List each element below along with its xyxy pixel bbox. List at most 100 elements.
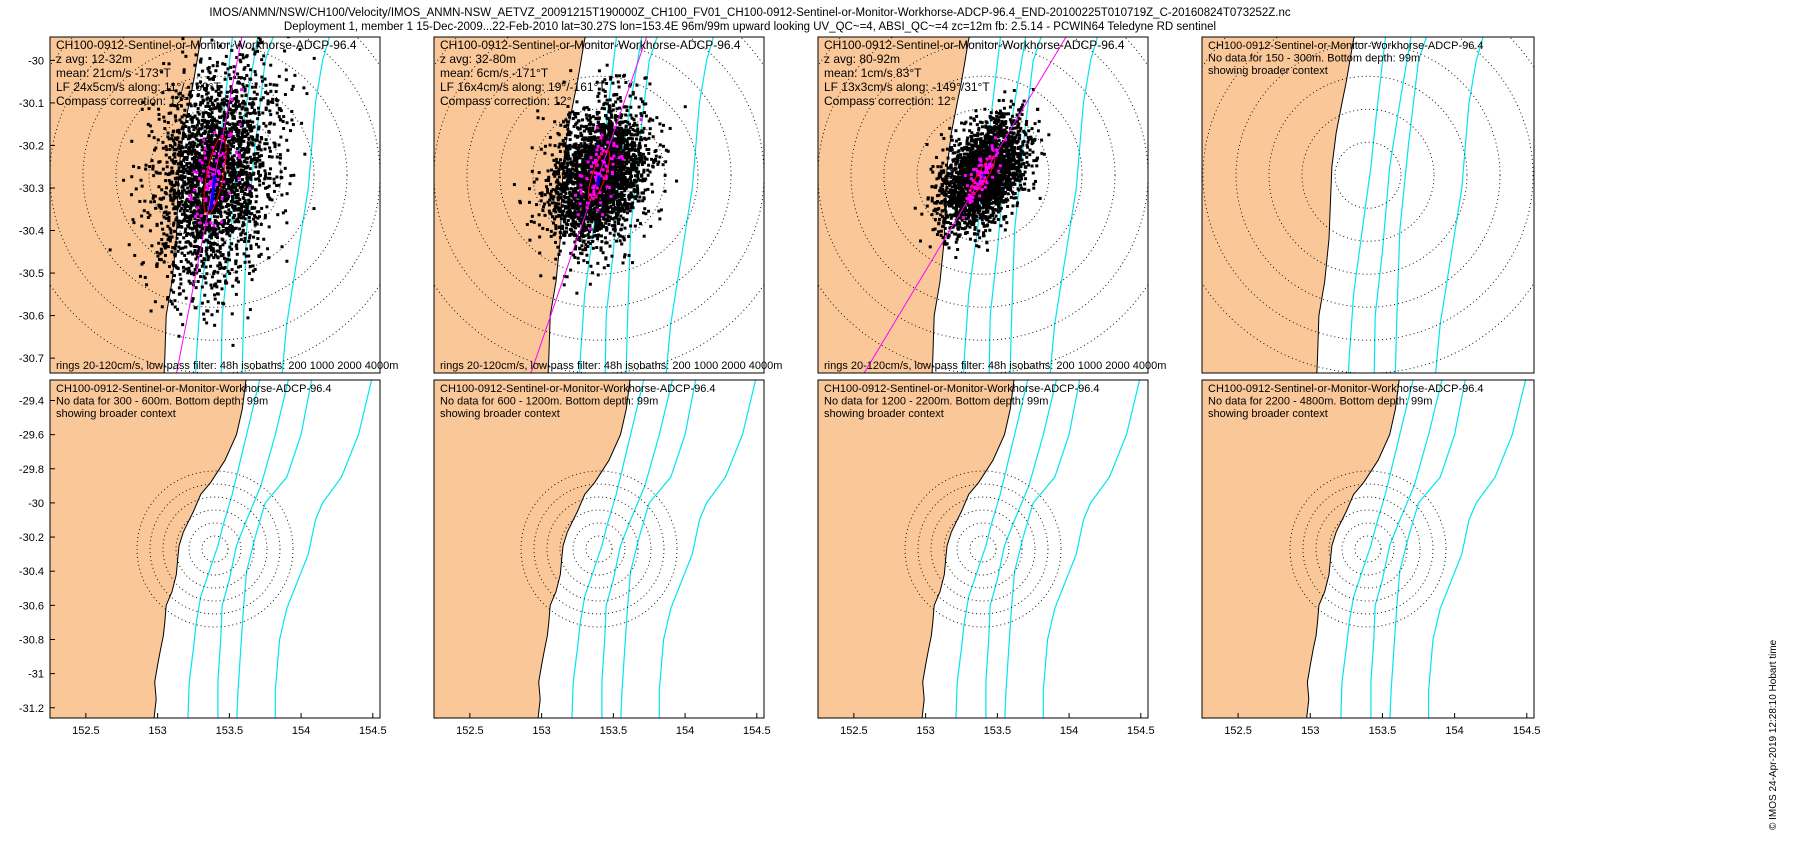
scatter-point bbox=[203, 167, 207, 171]
scatter-point bbox=[221, 128, 225, 132]
scatter-point bbox=[186, 102, 190, 106]
scatter-point bbox=[582, 107, 586, 111]
scatter-point bbox=[164, 216, 168, 220]
scatter-point bbox=[245, 119, 249, 123]
scatter-point bbox=[168, 227, 172, 231]
scatter-point bbox=[108, 248, 112, 252]
scatter-point bbox=[554, 257, 558, 261]
scatter-point bbox=[605, 81, 609, 85]
scatter-point bbox=[241, 228, 245, 232]
scatter-point bbox=[238, 81, 242, 85]
scatter-point bbox=[185, 190, 189, 194]
scatter-point bbox=[178, 200, 182, 204]
scatter-point bbox=[549, 196, 553, 200]
scatter-point bbox=[171, 263, 175, 267]
scatter-point bbox=[240, 204, 244, 208]
scatter-point bbox=[169, 111, 173, 115]
lowpass-point bbox=[221, 139, 225, 143]
scatter-point bbox=[586, 220, 590, 224]
scatter-point bbox=[658, 155, 662, 159]
scatter-point bbox=[205, 126, 209, 130]
scatter-point bbox=[232, 116, 236, 120]
scatter-point bbox=[245, 84, 249, 88]
scatter-point bbox=[194, 53, 198, 57]
scatter-point bbox=[210, 119, 214, 123]
scatter-point bbox=[545, 185, 549, 189]
scatter-point bbox=[198, 225, 202, 229]
panel-top-1: -30-30.1-30.2-30.3-30.4-30.5-30.6-30.7CH… bbox=[19, 36, 398, 374]
scatter-point bbox=[586, 240, 590, 244]
scatter-point bbox=[192, 124, 196, 128]
scatter-point bbox=[645, 157, 649, 161]
scatter-point bbox=[141, 261, 145, 265]
scatter-point bbox=[172, 221, 176, 225]
scatter-point bbox=[180, 212, 184, 216]
scatter-point bbox=[576, 177, 580, 181]
scatter-point bbox=[615, 171, 619, 175]
scatter-point bbox=[183, 205, 187, 209]
scatter-point bbox=[194, 185, 198, 189]
scatter-point bbox=[576, 170, 580, 174]
scatter-point bbox=[181, 50, 185, 54]
scatter-point bbox=[610, 197, 614, 201]
scatter-point bbox=[568, 138, 572, 142]
scatter-point bbox=[234, 103, 238, 107]
scatter-point bbox=[579, 149, 583, 153]
scatter-point bbox=[151, 102, 155, 106]
scatter-point bbox=[608, 201, 612, 205]
scatter-point bbox=[566, 187, 570, 191]
scatter-point bbox=[578, 236, 582, 240]
scatter-point bbox=[138, 199, 142, 203]
scatter-point bbox=[254, 165, 258, 169]
scatter-point bbox=[590, 271, 594, 275]
scatter-point bbox=[236, 132, 240, 136]
scatter-point bbox=[629, 126, 633, 130]
scatter-point bbox=[590, 211, 594, 215]
scatter-point bbox=[209, 135, 213, 139]
scatter-point bbox=[197, 192, 201, 196]
scatter-point bbox=[211, 231, 215, 235]
scatter-point bbox=[230, 268, 234, 272]
scatter-point bbox=[190, 152, 194, 156]
scatter-point bbox=[176, 183, 180, 187]
scatter-point bbox=[182, 219, 186, 223]
scatter-point bbox=[553, 120, 557, 124]
scatter-point bbox=[594, 219, 598, 223]
scatter-point bbox=[247, 137, 251, 141]
scatter-point bbox=[152, 136, 156, 140]
scatter-point bbox=[183, 108, 187, 112]
scatter-point bbox=[209, 138, 213, 142]
scatter-point bbox=[235, 199, 239, 203]
scatter-point bbox=[211, 227, 215, 231]
scatter-point bbox=[201, 189, 205, 193]
scatter-point bbox=[635, 83, 639, 87]
scatter-point bbox=[220, 193, 224, 197]
scatter-point bbox=[172, 104, 176, 108]
scatter-point bbox=[197, 231, 201, 235]
scatter-point bbox=[613, 177, 617, 181]
scatter-point bbox=[194, 220, 198, 224]
scatter-point bbox=[242, 121, 246, 125]
scatter-point bbox=[263, 169, 267, 173]
scatter-point bbox=[241, 172, 245, 176]
scatter-point bbox=[612, 198, 616, 202]
scatter-point bbox=[248, 190, 252, 194]
scatter-point bbox=[561, 213, 565, 217]
scatter-point bbox=[604, 191, 608, 195]
scatter-point bbox=[589, 167, 593, 171]
scatter-point bbox=[204, 218, 208, 222]
scatter-point bbox=[629, 113, 633, 117]
scatter-point bbox=[644, 137, 648, 141]
lowpass-point bbox=[221, 152, 225, 156]
scatter-point bbox=[165, 233, 169, 237]
scatter-point bbox=[590, 184, 594, 188]
scatter-point bbox=[230, 312, 234, 316]
scatter-point bbox=[218, 261, 222, 265]
scatter-point bbox=[588, 159, 592, 163]
scatter-point bbox=[171, 246, 175, 250]
scatter-point bbox=[220, 164, 224, 168]
scatter-point bbox=[610, 109, 614, 113]
scatter-point bbox=[193, 141, 197, 145]
scatter-point bbox=[242, 252, 246, 256]
scatter-point bbox=[568, 200, 572, 204]
